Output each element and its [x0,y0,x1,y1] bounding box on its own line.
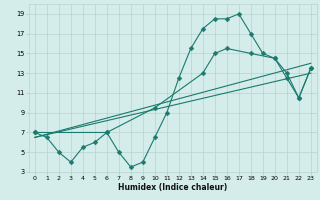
X-axis label: Humidex (Indice chaleur): Humidex (Indice chaleur) [118,183,228,192]
